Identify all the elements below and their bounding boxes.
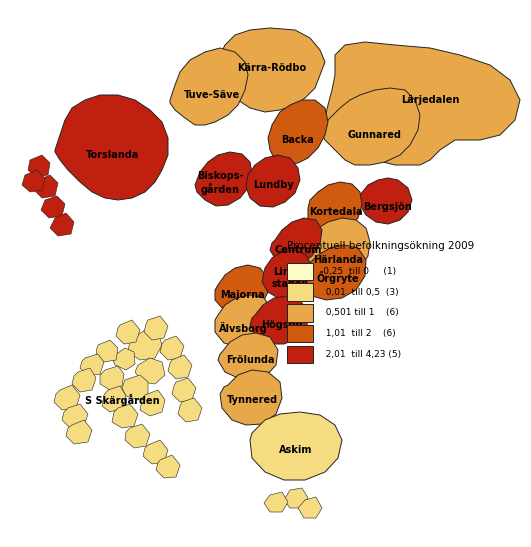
Text: Tynnered: Tynnered xyxy=(226,395,278,405)
Text: Biskops-
gården: Biskops- gården xyxy=(197,171,243,195)
Polygon shape xyxy=(302,218,370,278)
Bar xyxy=(287,304,313,322)
Text: Procentuell befolkningsökning 2009: Procentuell befolkningsökning 2009 xyxy=(287,241,474,251)
Text: Frölunda: Frölunda xyxy=(226,355,274,365)
Text: 2,01  till 4,23 (5): 2,01 till 4,23 (5) xyxy=(320,350,401,359)
Text: -0,25  till 0     (1): -0,25 till 0 (1) xyxy=(320,267,396,276)
Polygon shape xyxy=(308,182,362,234)
Polygon shape xyxy=(320,88,420,165)
Bar xyxy=(287,283,313,301)
Polygon shape xyxy=(128,330,162,360)
Text: Härlanda: Härlanda xyxy=(313,255,363,265)
Text: Bergsjön: Bergsjön xyxy=(364,202,413,212)
Polygon shape xyxy=(170,48,248,125)
Polygon shape xyxy=(100,366,124,390)
Text: Kärra-Rödbo: Kärra-Rödbo xyxy=(237,63,306,73)
Bar xyxy=(287,325,313,342)
Text: 0,501 till 1    (6): 0,501 till 1 (6) xyxy=(320,309,398,317)
Text: Älvsborg: Älvsborg xyxy=(219,322,268,334)
Polygon shape xyxy=(55,95,168,200)
Polygon shape xyxy=(80,354,104,376)
Polygon shape xyxy=(144,316,168,340)
Polygon shape xyxy=(360,178,412,224)
Polygon shape xyxy=(72,368,96,392)
Polygon shape xyxy=(284,488,308,508)
Polygon shape xyxy=(41,196,65,218)
Polygon shape xyxy=(178,398,202,422)
Text: Gunnared: Gunnared xyxy=(348,130,402,140)
Text: Lärjedalen: Lärjedalen xyxy=(401,95,459,105)
Polygon shape xyxy=(66,420,92,444)
Polygon shape xyxy=(125,424,150,448)
Polygon shape xyxy=(116,320,140,344)
Polygon shape xyxy=(250,296,308,344)
Text: Kortedala: Kortedala xyxy=(309,207,363,217)
Bar xyxy=(287,346,313,363)
Polygon shape xyxy=(246,155,300,207)
Polygon shape xyxy=(122,375,148,400)
Polygon shape xyxy=(112,404,138,428)
Polygon shape xyxy=(250,412,342,480)
Polygon shape xyxy=(215,265,268,314)
Polygon shape xyxy=(220,28,325,112)
Polygon shape xyxy=(218,333,278,380)
Polygon shape xyxy=(96,340,118,362)
Polygon shape xyxy=(50,213,74,236)
Text: Örgryte: Örgryte xyxy=(316,272,359,284)
Polygon shape xyxy=(112,348,135,370)
Polygon shape xyxy=(270,218,322,266)
Polygon shape xyxy=(325,42,520,165)
Text: 0,01  till 0,5  (3): 0,01 till 0,5 (3) xyxy=(320,288,398,296)
Text: Backa: Backa xyxy=(281,135,314,145)
Polygon shape xyxy=(215,295,272,347)
Polygon shape xyxy=(160,336,184,360)
Text: Majorna: Majorna xyxy=(220,290,264,300)
Text: Högsbo: Högsbo xyxy=(261,320,303,330)
Text: Lundby: Lundby xyxy=(254,180,294,190)
Text: Linné-
staden: Linné- staden xyxy=(271,267,309,289)
Polygon shape xyxy=(28,155,50,177)
Polygon shape xyxy=(102,386,126,412)
Polygon shape xyxy=(62,404,88,428)
Polygon shape xyxy=(168,355,192,379)
Polygon shape xyxy=(303,245,366,300)
Polygon shape xyxy=(264,492,288,512)
Polygon shape xyxy=(195,152,252,206)
Polygon shape xyxy=(140,390,165,416)
Text: Centrum: Centrum xyxy=(275,245,322,255)
Polygon shape xyxy=(143,440,168,464)
Polygon shape xyxy=(22,170,45,192)
Polygon shape xyxy=(220,370,282,425)
Polygon shape xyxy=(172,378,196,402)
Text: Askim: Askim xyxy=(279,445,313,455)
Polygon shape xyxy=(135,358,165,384)
Polygon shape xyxy=(156,455,180,478)
Text: Torslanda: Torslanda xyxy=(85,150,139,160)
Polygon shape xyxy=(54,385,80,410)
Polygon shape xyxy=(298,497,322,518)
Polygon shape xyxy=(268,100,328,165)
Bar xyxy=(287,263,313,280)
Text: S Skärgården: S Skärgården xyxy=(85,394,160,406)
Text: Tuve-Säve: Tuve-Säve xyxy=(184,90,240,100)
Text: 1,01  till 2    (6): 1,01 till 2 (6) xyxy=(320,329,396,338)
Polygon shape xyxy=(34,175,58,198)
Polygon shape xyxy=(262,250,312,298)
